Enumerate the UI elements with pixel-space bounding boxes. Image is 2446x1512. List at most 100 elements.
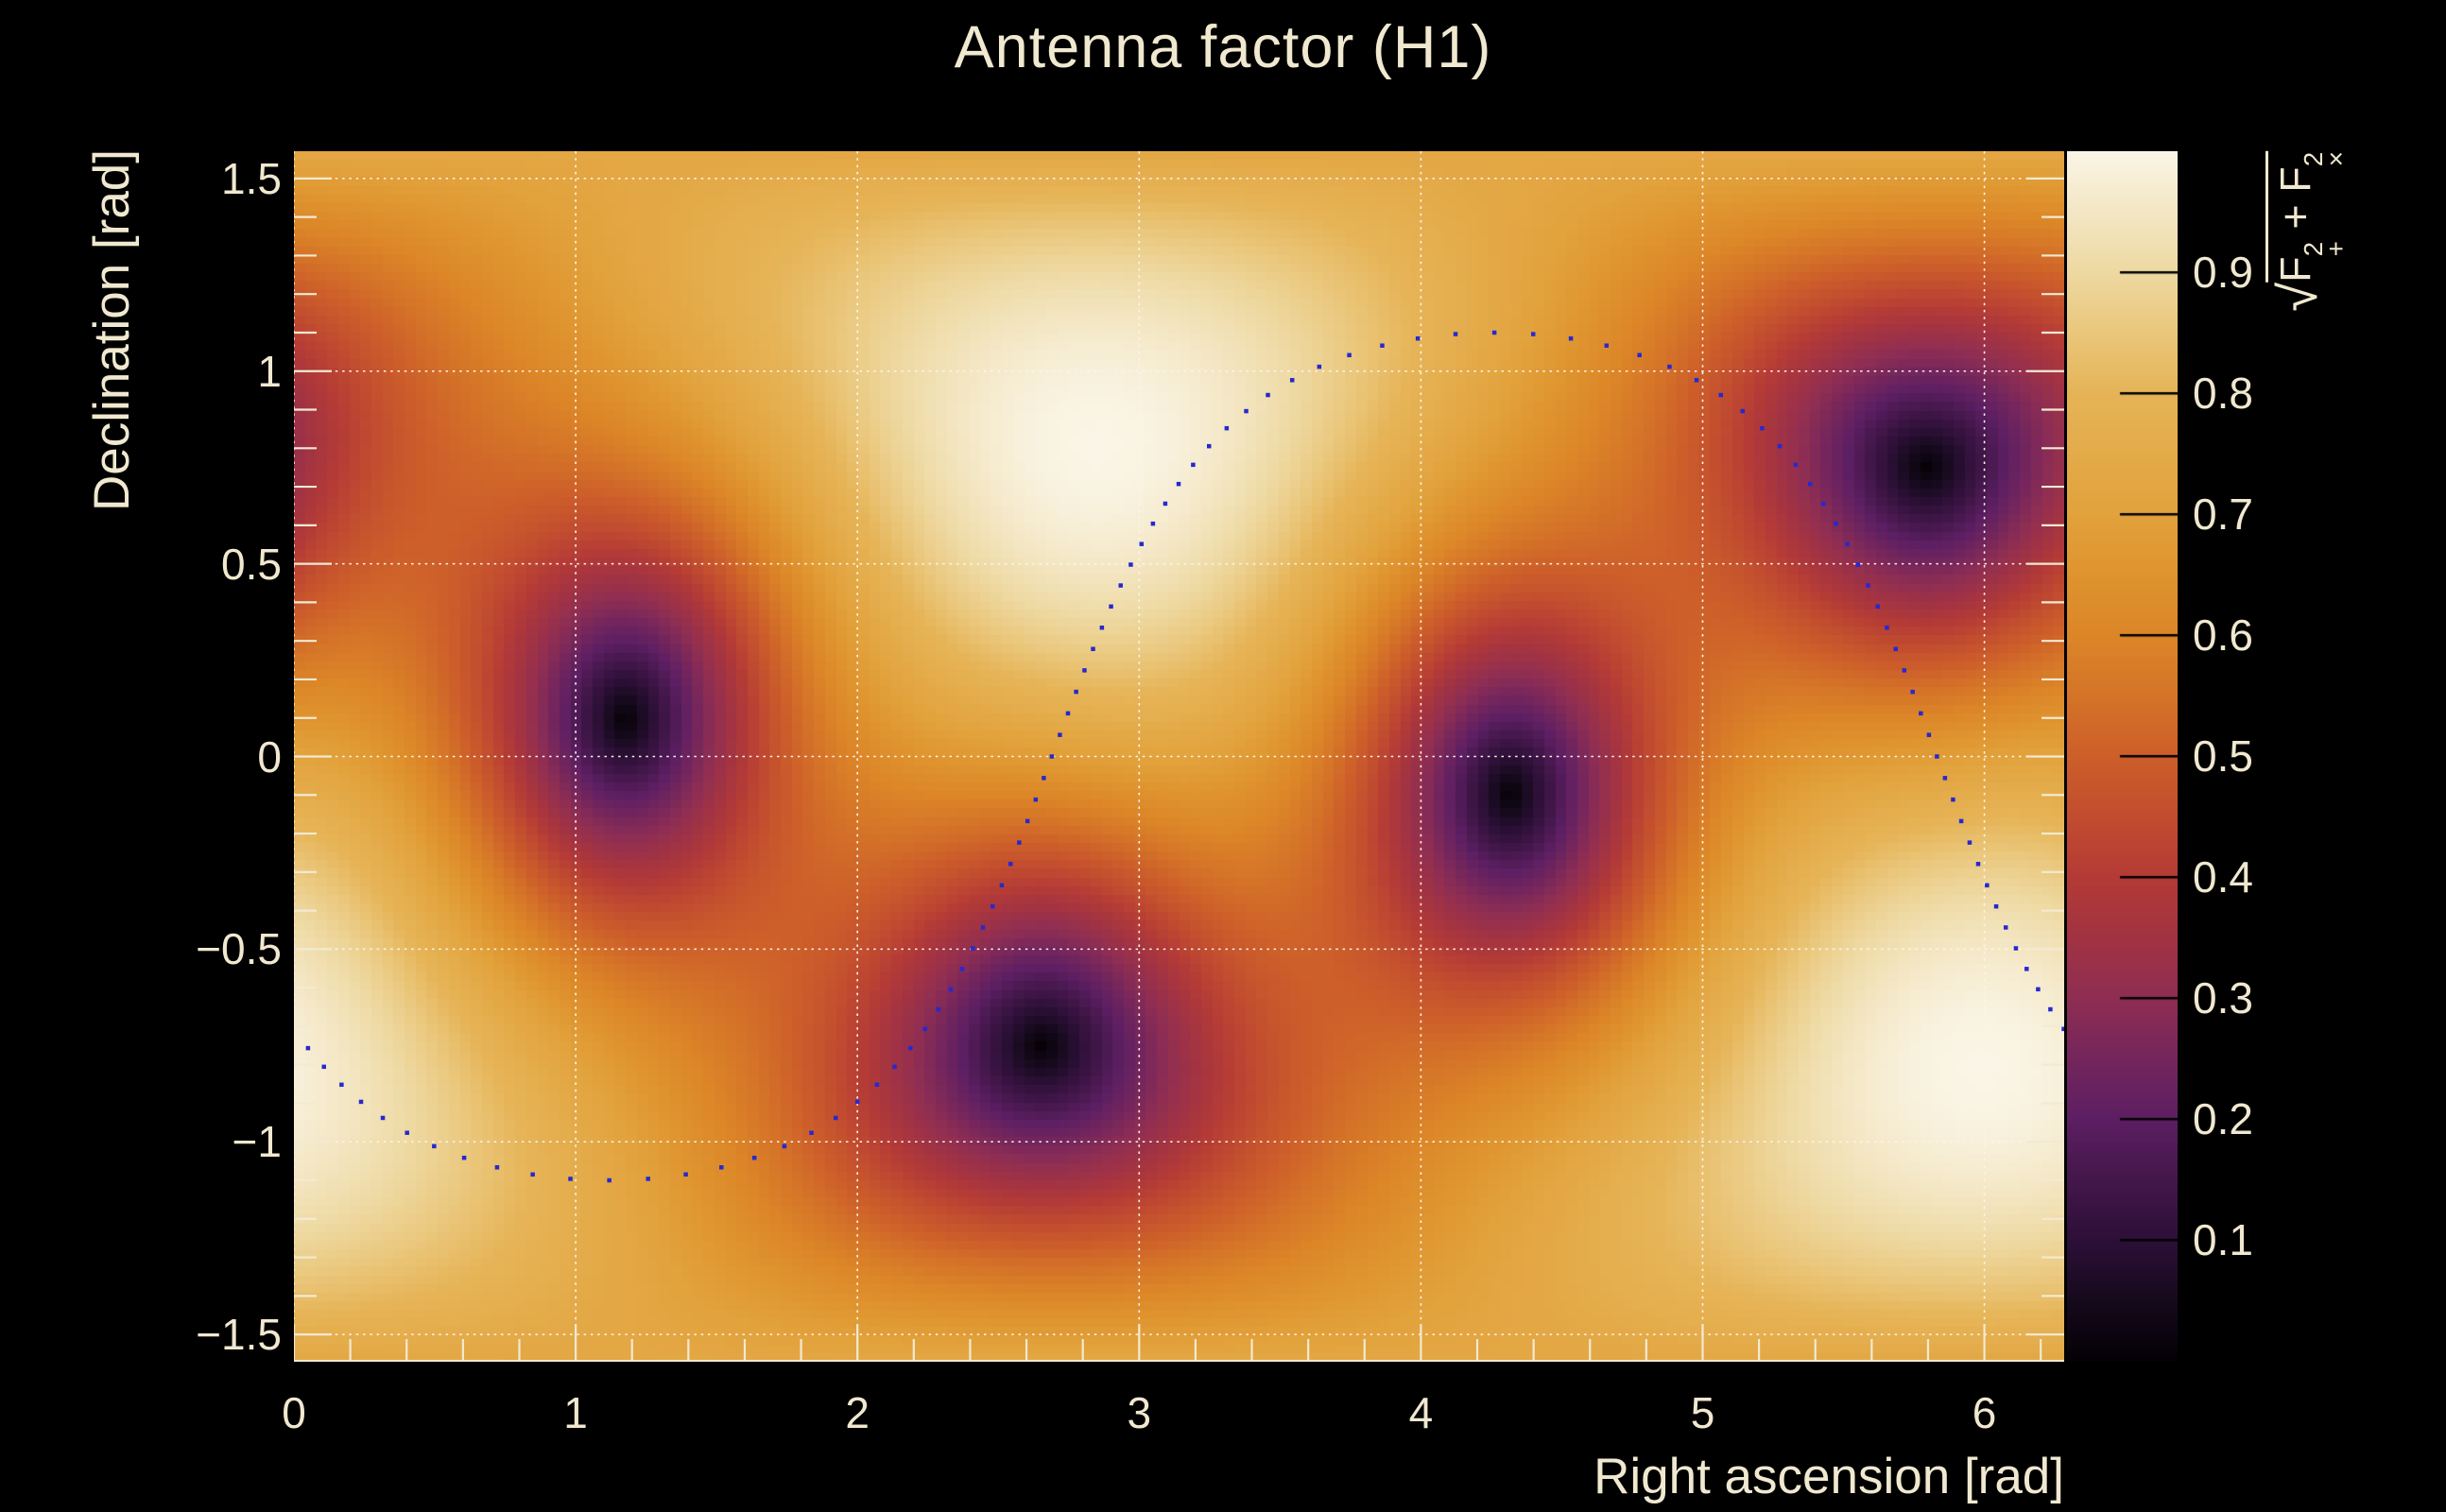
x-tick-label: 4 xyxy=(1408,1388,1434,1437)
f-plus-sub: + xyxy=(2320,241,2351,257)
colorbar-tick-label: 0.9 xyxy=(2193,248,2253,297)
sky-track-dot xyxy=(2003,925,2008,930)
colorbar-tick-label: 0.7 xyxy=(2193,490,2253,539)
sky-track-dot xyxy=(494,1165,500,1170)
sky-track-dot xyxy=(874,1082,880,1088)
y-tick-label: 0.5 xyxy=(221,539,282,589)
sky-track-dot xyxy=(719,1165,724,1170)
sky-track-dot xyxy=(1033,797,1039,802)
sky-track-dot xyxy=(1760,425,1765,431)
sky-track-dot xyxy=(1866,583,1870,588)
x-tick-label: 5 xyxy=(1690,1388,1715,1437)
sky-track-dot xyxy=(530,1172,535,1177)
sky-track-dot xyxy=(1099,625,1105,630)
sky-track-dot xyxy=(1942,776,1948,781)
f-cross-base: F xyxy=(2271,166,2320,193)
colorbar-title: √F 2 + + F 2 × xyxy=(2265,151,2351,312)
y-axis-title: Declination [rad] xyxy=(84,149,140,511)
sky-track-dot xyxy=(405,1130,409,1135)
sky-track-dot xyxy=(922,1026,927,1032)
x-tick-label: 3 xyxy=(1127,1388,1152,1437)
sky-track-dot xyxy=(1082,668,1087,673)
x-tick-label: 2 xyxy=(845,1388,870,1437)
f-cross-scripts: 2 × xyxy=(2299,151,2351,167)
radicand: F 2 + + F 2 × xyxy=(2265,151,2351,283)
y-tick-label: 1 xyxy=(257,346,282,396)
sky-track-dot xyxy=(1317,364,1322,369)
colorbar-tick-label: 0.1 xyxy=(2193,1215,2253,1264)
sky-track-dot xyxy=(1902,668,1907,673)
sky-track-dot xyxy=(1893,646,1899,651)
sky-track-dot xyxy=(1530,332,1536,336)
sky-track-dot xyxy=(683,1172,688,1177)
x-tick-label: 1 xyxy=(563,1388,588,1437)
radical-sign: √ xyxy=(2268,282,2328,312)
sky-track-dot xyxy=(833,1115,838,1121)
sky-track-dot xyxy=(959,967,965,971)
sky-track-dot xyxy=(1985,883,1990,888)
sky-track-dot xyxy=(2024,967,2029,971)
sky-track-dot xyxy=(1919,711,1923,716)
colorbar-tick-label: 0.5 xyxy=(2193,731,2253,781)
sky-track-dot xyxy=(1008,862,1013,867)
sky-track-dot xyxy=(1207,443,1212,449)
sky-track-dot xyxy=(948,987,954,992)
sky-track-dot xyxy=(2013,946,2019,951)
sky-track-dot xyxy=(1637,352,1642,358)
sky-track-dot xyxy=(1244,408,1249,414)
sky-track-dot xyxy=(461,1155,467,1160)
sky-track-dot xyxy=(1667,364,1672,369)
sky-track-dot xyxy=(751,1155,757,1160)
plot-frame xyxy=(294,151,2064,1362)
colorbar-tick-label: 0.8 xyxy=(2193,369,2253,418)
sky-track-dot xyxy=(1993,903,1999,909)
colorbar-tick-label: 0.2 xyxy=(2193,1094,2253,1143)
sky-track-dot xyxy=(1694,378,1699,383)
sky-track-dot xyxy=(1049,754,1055,759)
sky-track-dot xyxy=(971,946,975,951)
sky-track-dot xyxy=(1224,425,1230,431)
sky-track-dot xyxy=(1793,462,1799,468)
sky-track-dot xyxy=(990,903,995,909)
sky-track-dot xyxy=(1058,732,1062,737)
sky-track-dot xyxy=(1289,378,1295,383)
sky-track-dot xyxy=(1109,604,1113,610)
sky-track-dot xyxy=(1415,335,1421,341)
f-cross-sub: × xyxy=(2320,151,2351,167)
sky-track-dot xyxy=(305,1045,311,1051)
sky-track-dot xyxy=(1380,343,1385,348)
sky-track-dot xyxy=(1091,646,1095,651)
sky-track-dot xyxy=(1176,481,1181,487)
sky-track-dot xyxy=(1834,521,1838,526)
sky-track-dot xyxy=(1845,541,1850,546)
plus-operator: + xyxy=(2271,192,2320,242)
y-tick-label: −0.5 xyxy=(196,924,282,974)
sky-track-dot xyxy=(2048,1006,2053,1012)
sky-track-dot xyxy=(1855,562,1861,567)
plot-overlay xyxy=(294,151,2064,1362)
sky-track-dot xyxy=(999,883,1005,888)
sky-track-dot xyxy=(1163,501,1168,507)
sky-track-dot xyxy=(1453,332,1458,336)
sky-track-dot xyxy=(1150,521,1156,526)
chart-title: Antenna factor (H1) xyxy=(954,14,1492,80)
f-plus-base: F xyxy=(2271,256,2320,283)
colorbar-tick-label: 0.6 xyxy=(2193,610,2253,660)
sky-track-dot xyxy=(1740,408,1745,414)
sky-track-dot xyxy=(854,1099,860,1105)
sky-track-dot xyxy=(568,1177,573,1181)
sky-track-dot xyxy=(1951,797,1955,802)
sky-track-dot xyxy=(1074,689,1078,695)
sky-track-dot xyxy=(358,1099,364,1105)
f-plus-scripts: 2 + xyxy=(2299,241,2351,257)
sky-track-dot xyxy=(380,1115,386,1121)
sky-track-dot xyxy=(339,1082,344,1088)
sky-track-dot xyxy=(1718,392,1723,398)
y-tick-label: 1.5 xyxy=(221,153,282,203)
y-tick-label: −1.5 xyxy=(196,1310,282,1360)
sky-track-dot xyxy=(1875,604,1880,610)
colorbar xyxy=(2067,151,2178,1362)
sky-track-dot xyxy=(1347,352,1352,358)
sky-track-dot xyxy=(1065,711,1071,716)
